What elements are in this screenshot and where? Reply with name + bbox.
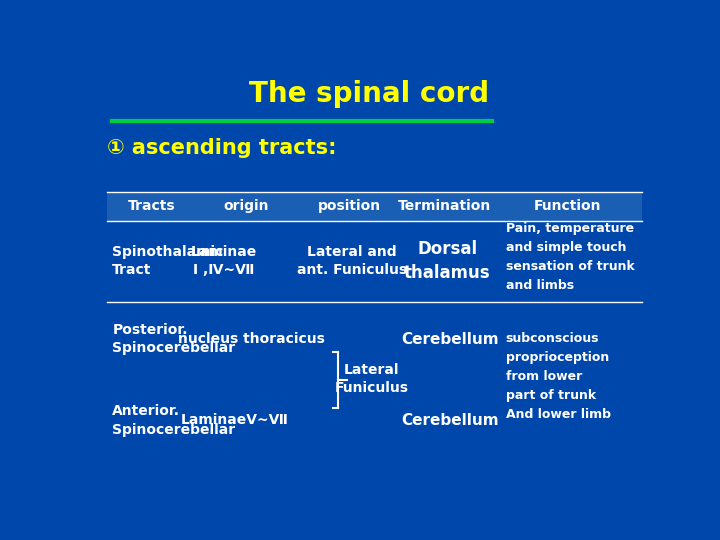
FancyBboxPatch shape — [107, 192, 642, 221]
Text: position: position — [318, 199, 381, 213]
Text: Pain, temperature
and simple touch
sensation of trunk
and limbs: Pain, temperature and simple touch sensa… — [505, 222, 634, 292]
Text: subconscious
proprioception
from lower
part of trunk
And lower limb: subconscious proprioception from lower p… — [505, 332, 611, 421]
Text: Laminae
Ⅰ ,Ⅳ~Ⅶ: Laminae Ⅰ ,Ⅳ~Ⅶ — [191, 245, 257, 278]
Text: The spinal cord: The spinal cord — [249, 80, 489, 108]
Text: Function: Function — [534, 199, 600, 213]
Text: Cerebellum: Cerebellum — [401, 413, 499, 428]
Text: ① ascending tracts:: ① ascending tracts: — [107, 138, 336, 158]
Text: Tracts: Tracts — [127, 199, 175, 213]
Text: Termination: Termination — [397, 199, 491, 213]
Text: Cerebellum: Cerebellum — [401, 332, 499, 347]
Text: Lateral and
ant. Funiculus: Lateral and ant. Funiculus — [297, 245, 408, 278]
Text: Spinothalamic
Tract: Spinothalamic Tract — [112, 245, 224, 278]
Text: Dorsal
thalamus: Dorsal thalamus — [404, 240, 490, 282]
Text: Posterior.
Spinocerebellar: Posterior. Spinocerebellar — [112, 323, 235, 355]
Text: Lateral
Funiculus: Lateral Funiculus — [335, 362, 409, 395]
Text: nucleus thoracicus: nucleus thoracicus — [179, 332, 325, 346]
Text: Anterior.
Spinocerebellar: Anterior. Spinocerebellar — [112, 404, 235, 436]
Text: LaminaeⅤ~Ⅶ: LaminaeⅤ~Ⅶ — [181, 413, 289, 427]
Text: origin: origin — [223, 199, 269, 213]
